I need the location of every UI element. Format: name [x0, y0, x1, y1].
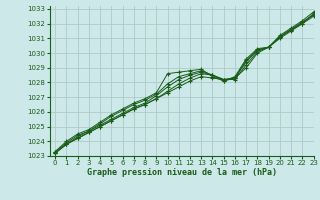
X-axis label: Graphe pression niveau de la mer (hPa): Graphe pression niveau de la mer (hPa) — [87, 168, 276, 177]
